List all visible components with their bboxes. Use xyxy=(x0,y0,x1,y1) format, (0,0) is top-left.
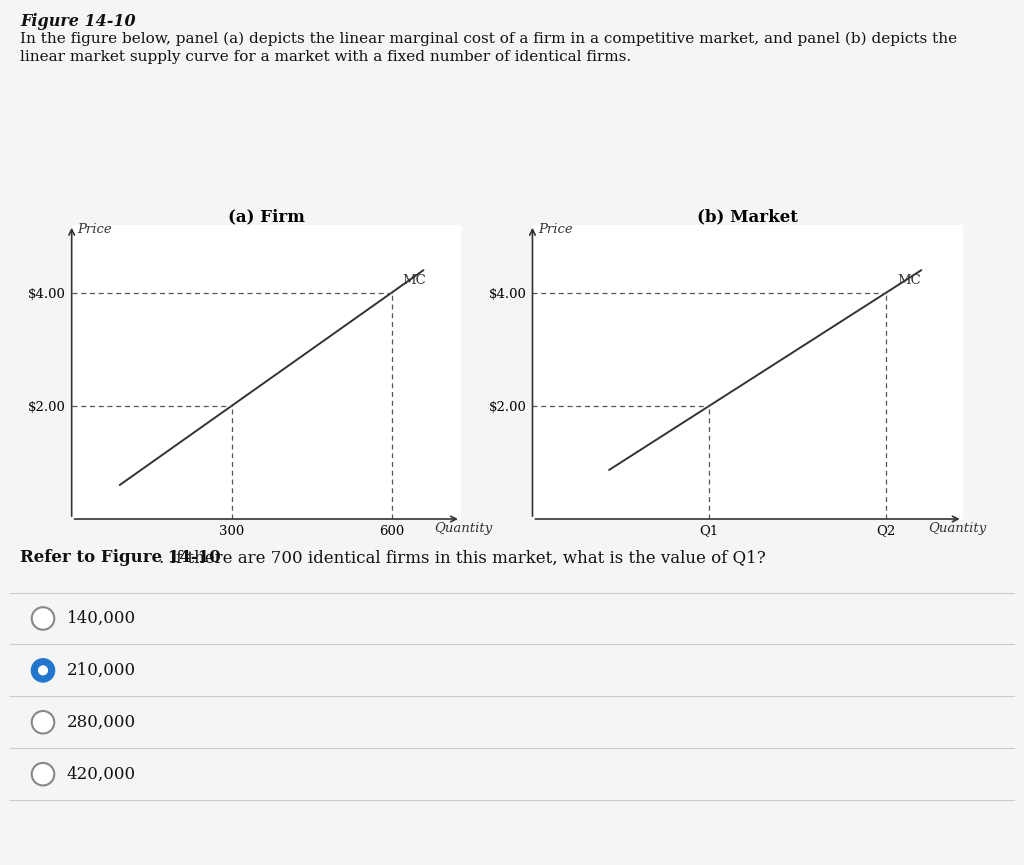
Title: (b) Market: (b) Market xyxy=(697,208,798,225)
Text: 420,000: 420,000 xyxy=(67,766,136,783)
Title: (a) Firm: (a) Firm xyxy=(227,208,305,225)
Text: Price: Price xyxy=(77,223,112,236)
Text: Quantity: Quantity xyxy=(929,522,987,535)
Text: linear market supply curve for a market with a fixed number of identical firms.: linear market supply curve for a market … xyxy=(20,50,632,64)
Text: Figure 14-10: Figure 14-10 xyxy=(20,13,136,30)
Text: 140,000: 140,000 xyxy=(67,610,136,627)
Text: 280,000: 280,000 xyxy=(67,714,136,731)
Text: Quantity: Quantity xyxy=(434,522,493,535)
Text: 210,000: 210,000 xyxy=(67,662,136,679)
Text: MC: MC xyxy=(898,274,922,287)
Text: In the figure below, panel (a) depicts the linear marginal cost of a firm in a c: In the figure below, panel (a) depicts t… xyxy=(20,32,957,47)
Text: MC: MC xyxy=(402,274,426,287)
Text: Refer to Figure 14-10: Refer to Figure 14-10 xyxy=(20,549,221,567)
Text: . If there are 700 identical firms in this market, what is the value of Q1?: . If there are 700 identical firms in th… xyxy=(159,549,766,567)
Text: Price: Price xyxy=(539,223,573,236)
